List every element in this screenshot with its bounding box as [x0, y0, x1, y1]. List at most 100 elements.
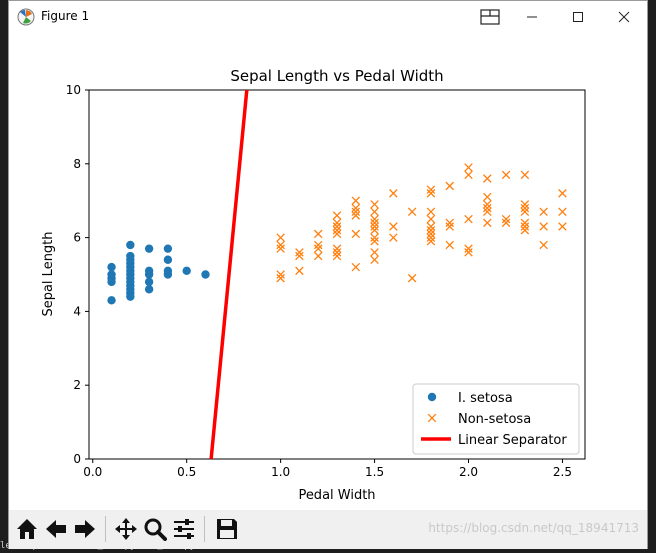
non-setosa-point	[370, 248, 379, 257]
non-setosa-point	[445, 181, 454, 191]
snap-layout-button[interactable]	[467, 1, 513, 32]
back-button[interactable]	[42, 515, 70, 543]
non-setosa-point	[276, 240, 285, 250]
non-setosa-point	[426, 207, 436, 217]
legend: I. setosa Non-setosa Linear Separator	[412, 383, 580, 455]
zoom-button[interactable]	[141, 515, 169, 543]
non-setosa-point	[389, 189, 398, 198]
y-tick-label: 4	[73, 304, 81, 318]
non-setosa-point	[483, 203, 492, 213]
home-icon	[17, 519, 37, 539]
non-setosa-point	[332, 248, 342, 257]
forward-button[interactable]	[71, 515, 99, 543]
non-setosa-point	[426, 222, 436, 231]
minimize-button[interactable]	[509, 1, 555, 32]
non-setosa-point	[426, 229, 436, 239]
non-setosa-point	[276, 233, 285, 242]
matplotlib-logo-icon	[17, 8, 35, 26]
non-setosa-point	[520, 218, 530, 228]
close-button[interactable]	[601, 1, 647, 32]
legend-item: I. setosa	[427, 391, 513, 406]
setosa-point	[163, 244, 173, 253]
non-setosa-point	[445, 218, 454, 228]
non-setosa-point	[407, 207, 417, 217]
non-setosa-point	[332, 225, 342, 235]
setosa-point	[144, 270, 154, 279]
x-tick-label: 1.0	[271, 465, 290, 479]
legend-label: I. setosa	[458, 391, 513, 406]
legend-item: Non-setosa	[427, 412, 531, 427]
title-bar[interactable]: Figure 1	[9, 1, 647, 32]
non-setosa-point	[445, 240, 454, 250]
non-setosa-point	[520, 203, 530, 213]
non-setosa-point	[351, 196, 361, 205]
non-setosa-point	[276, 273, 285, 283]
maximize-button[interactable]	[555, 1, 601, 32]
scatter-chart: Sepal Length vs Pedal Width 0.0 0.5 1.0 1.5…	[41, 67, 586, 503]
floppy-disk-icon	[217, 519, 237, 539]
non-setosa-point	[389, 222, 398, 231]
non-setosa-point	[370, 237, 379, 246]
x-tick-label: 0.5	[177, 465, 196, 479]
non-setosa-point	[370, 225, 379, 235]
non-setosa-point	[558, 222, 567, 231]
y-tick-label: 6	[73, 231, 81, 245]
home-button[interactable]	[13, 515, 41, 543]
pan-button[interactable]	[112, 515, 140, 543]
x-tick-label: 2.5	[553, 465, 572, 479]
non-setosa-point	[426, 185, 436, 194]
figure-canvas[interactable]: Sepal Length vs Pedal Width 0.0 0.5 1.0 1.5…	[9, 32, 647, 510]
non-setosa-point	[426, 233, 436, 242]
sliders-icon	[174, 519, 194, 539]
non-setosa-point	[501, 170, 511, 180]
legend-item: Linear Separator	[421, 433, 567, 448]
y-axis-label: Sepal Length	[41, 231, 56, 316]
non-setosa-point	[501, 218, 511, 228]
non-setosa-point	[539, 222, 548, 231]
arrow-left-icon	[46, 520, 66, 538]
setosa-point	[144, 277, 154, 287]
configure-subplots-button[interactable]	[170, 515, 198, 543]
non-setosa-point	[332, 218, 342, 228]
legend-label: Linear Separator	[458, 433, 567, 448]
magnifier-icon	[144, 518, 167, 541]
non-setosa-point	[483, 207, 492, 217]
setosa-point	[201, 270, 210, 279]
non-setosa-point	[426, 225, 436, 235]
window-title: Figure 1	[41, 9, 90, 23]
setosa-point	[163, 270, 173, 279]
non-setosa-point	[558, 189, 567, 198]
non-setosa-point	[483, 174, 492, 183]
setosa-point	[107, 262, 116, 272]
non-setosa-point	[407, 273, 417, 283]
non-setosa-point	[313, 251, 323, 261]
close-icon	[618, 11, 630, 22]
non-setosa-point	[370, 222, 379, 231]
figure-window: Figure 1 Sepal Length v	[8, 0, 648, 549]
x-tick-label: 2.0	[459, 465, 478, 479]
toolbar-separator	[105, 516, 106, 542]
minimize-icon	[527, 16, 537, 17]
x-tick-label: 0.0	[83, 465, 102, 479]
non-setosa-point	[313, 244, 323, 253]
non-setosa-point	[332, 251, 342, 261]
non-setosa-point	[520, 170, 530, 180]
non-setosa-point	[464, 170, 473, 180]
non-setosa-point	[351, 211, 361, 220]
legend-label: Non-setosa	[458, 412, 531, 427]
non-setosa-point	[370, 233, 379, 242]
x-tick-label: 1.5	[365, 465, 384, 479]
y-tick-label: 2	[73, 378, 81, 392]
non-setosa-point	[464, 214, 473, 224]
legend-box	[412, 383, 580, 455]
non-setosa-point	[313, 240, 323, 250]
y-axis: 0 2 4 6 8 10	[66, 83, 89, 466]
linear-separator-line	[209, 90, 249, 459]
legend-marker	[427, 413, 437, 423]
setosa-point	[144, 285, 154, 294]
non-setosa-point	[520, 207, 530, 217]
non-setosa-point	[501, 214, 511, 224]
setosa-point	[107, 277, 116, 287]
setosa-point	[182, 266, 191, 276]
save-button[interactable]	[213, 515, 241, 543]
